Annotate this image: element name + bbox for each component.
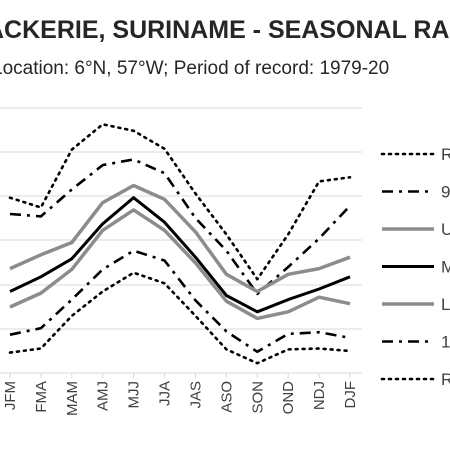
series-line-4 bbox=[9, 208, 351, 321]
x-tick-label: AMJ bbox=[95, 381, 112, 411]
legend-label-3: M bbox=[441, 258, 450, 277]
legend-label-5: 1 bbox=[441, 333, 450, 352]
legend-label-2: U bbox=[441, 220, 450, 239]
legend-label-6: R bbox=[441, 370, 450, 389]
x-tick-label: NDJ bbox=[311, 381, 328, 410]
legend-label-1: 9 bbox=[441, 183, 450, 202]
series-line-6 bbox=[8, 271, 352, 365]
chart-title: ACKERIE, SURINAME - SEASONAL RAINFALL bbox=[0, 16, 450, 44]
x-tick-label: OND bbox=[280, 381, 297, 415]
series-line-2 bbox=[9, 183, 351, 294]
x-tick-label: JJA bbox=[157, 381, 174, 406]
x-tick-label: SON bbox=[249, 381, 266, 414]
chart-subtitle: Location: 6°N, 57°W; Period of record: 1… bbox=[0, 58, 390, 79]
legend-label-4: Lo bbox=[441, 295, 450, 314]
series-line-5 bbox=[9, 249, 351, 354]
x-tick-label: FMA bbox=[33, 381, 50, 413]
x-tick-label: JAS bbox=[187, 381, 204, 409]
series-line-0 bbox=[8, 123, 352, 281]
x-tick-label: MJJ bbox=[126, 381, 143, 409]
series-line-3 bbox=[9, 196, 351, 314]
x-tick-label: DJF bbox=[342, 381, 359, 409]
x-tick-label: MAM bbox=[64, 381, 81, 416]
x-tick-label: ASO bbox=[218, 381, 235, 413]
legend-label-0: R bbox=[441, 145, 450, 164]
x-tick-label: JFM bbox=[2, 381, 19, 410]
